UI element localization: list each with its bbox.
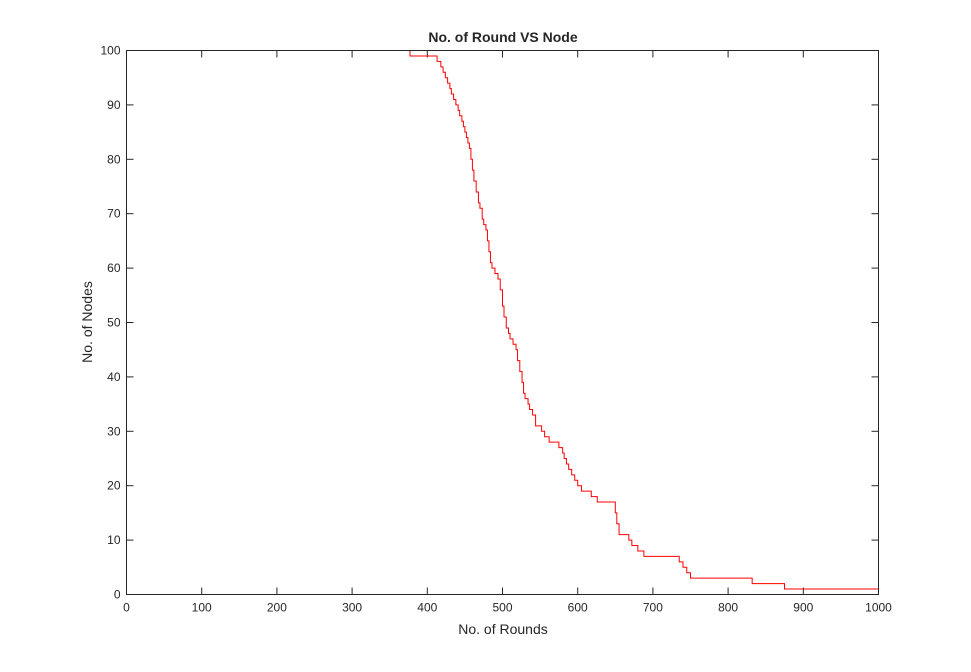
x-tick-label: 400 [417,601,437,615]
chart-title: No. of Round VS Node [428,29,578,45]
x-tick-label: 500 [492,601,512,615]
y-tick-label: 10 [107,533,121,547]
series-line [126,50,879,590]
y-tick-label: 20 [107,479,121,493]
x-tick-label: 0 [123,601,130,615]
x-tick-label: 600 [568,601,588,615]
y-tick-label: 40 [107,370,121,384]
series-group [126,50,879,590]
x-tick-label: 200 [267,601,287,615]
x-tick-label: 700 [643,601,663,615]
x-tick-label: 1000 [865,601,892,615]
axis-ticks: 0 100 200 300 400 500 600 700 800 900 1000 0 10 20 30 4… [100,44,892,615]
y-tick-label: 60 [107,261,121,275]
y-axis-label: No. of Nodes [79,281,95,363]
y-tick-label: 100 [100,44,120,58]
y-tick-label: 90 [107,98,121,112]
x-tick-label: 300 [342,601,362,615]
x-tick-label: 900 [793,601,813,615]
x-axis-label: No. of Rounds [458,621,548,637]
y-tick-label: 0 [114,588,121,602]
y-tick-label: 80 [107,152,121,166]
y-tick-label: 50 [107,316,121,330]
y-tick-label: 30 [107,424,121,438]
x-tick-label: 100 [192,601,212,615]
y-tick-label: 70 [107,207,121,221]
axes-frame [126,50,879,595]
x-tick-label: 800 [718,601,738,615]
